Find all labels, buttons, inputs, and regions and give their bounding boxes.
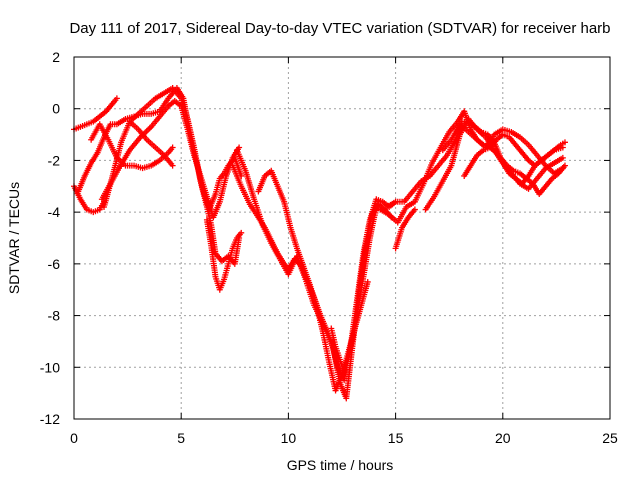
data-series [328, 198, 382, 376]
data-series [203, 216, 245, 293]
data-series [439, 121, 566, 177]
data-series [422, 116, 566, 213]
chart-title: Day 111 of 2017, Sidereal Day-to-day VTE… [69, 20, 610, 37]
data-point [559, 165, 566, 172]
x-tick-label: 25 [602, 430, 618, 446]
y-tick-labels: -12 -10 -8 -6 -4 -2 0 2 [40, 49, 60, 427]
data-marks [71, 85, 568, 402]
data-series [392, 206, 418, 252]
y-tick-label: -2 [48, 152, 61, 168]
plot-frame [73, 56, 611, 420]
data-series [71, 183, 108, 216]
data-point [559, 154, 566, 161]
y-axis-label: SDTVAR / TECUs [6, 182, 22, 294]
y-tick-label: 0 [52, 101, 60, 117]
y-tick-label: 2 [52, 49, 60, 65]
data-point [561, 139, 568, 146]
x-tick-label: 15 [388, 430, 404, 446]
data-point [411, 206, 418, 213]
data-series [101, 85, 243, 267]
data-point [113, 95, 120, 102]
data-point [364, 278, 371, 285]
y-tick-label: -4 [48, 204, 61, 220]
x-tick-label: 5 [177, 430, 185, 446]
data-series [71, 95, 120, 133]
x-axis-label: GPS time / hours [287, 457, 394, 473]
data-point [169, 162, 176, 169]
data-series [461, 131, 568, 179]
y-tick-label: -6 [48, 256, 61, 272]
data-series [233, 147, 399, 384]
x-tick-label: 0 [70, 430, 78, 446]
x-tick-label: 10 [281, 430, 297, 446]
y-tick-label: -12 [40, 411, 60, 427]
x-tick-label: 20 [495, 430, 511, 446]
data-series [126, 118, 176, 169]
grid-lines [74, 57, 610, 419]
axis-ticks [73, 56, 611, 420]
x-tick-labels: 0 5 10 15 20 25 [70, 430, 618, 446]
y-tick-label: -10 [40, 359, 60, 375]
data-point [238, 229, 245, 236]
data-point [375, 198, 382, 205]
data-point [169, 144, 176, 151]
y-tick-label: -8 [48, 308, 61, 324]
